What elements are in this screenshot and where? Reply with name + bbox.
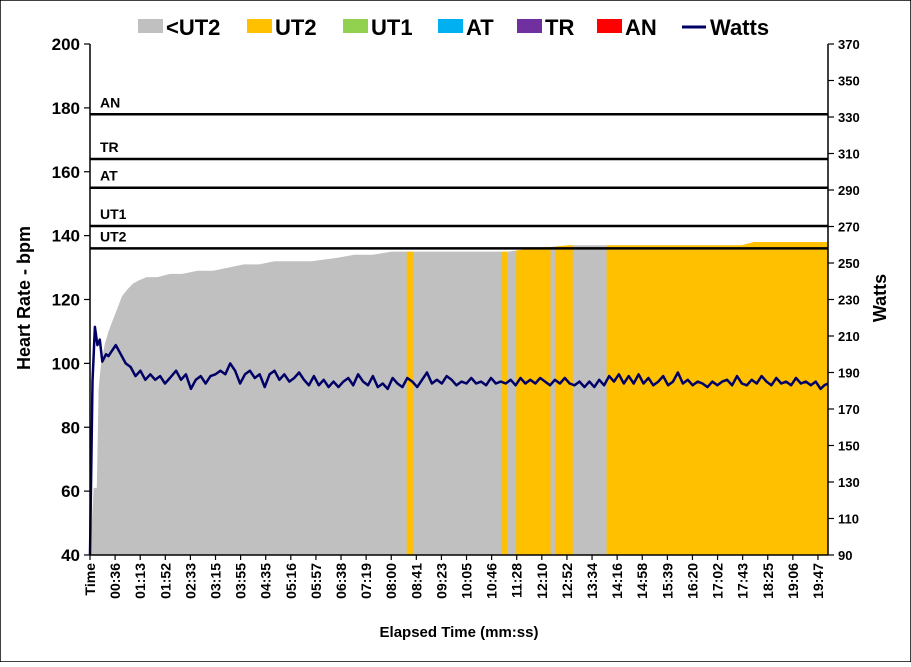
x-tick-label: 08:00 bbox=[383, 563, 399, 599]
x-tick-label: 00:36 bbox=[107, 563, 123, 599]
legend-swatch bbox=[343, 19, 368, 33]
y-tick-label: 160 bbox=[52, 163, 80, 182]
y2-tick-label: 370 bbox=[838, 37, 860, 52]
x-tick-label: 10:05 bbox=[459, 563, 475, 599]
legend-swatch bbox=[138, 19, 163, 33]
zone-band-ut2-3 bbox=[554, 245, 573, 555]
legend-label: AN bbox=[625, 15, 657, 40]
y2-tick-label: 150 bbox=[838, 439, 860, 454]
y-tick-label: 40 bbox=[61, 546, 80, 565]
x-tick-label: 13:34 bbox=[584, 563, 600, 599]
x-tick-label: 02:33 bbox=[182, 563, 198, 599]
legend-item-at: AT bbox=[438, 15, 494, 40]
y2-tick-label: 350 bbox=[838, 74, 860, 89]
legend-item-ut2: <UT2 bbox=[138, 15, 220, 40]
legend-item-an: AN bbox=[597, 15, 657, 40]
y-axis-title-left: Heart Rate - bpm bbox=[14, 226, 34, 370]
x-tick-label: 18:25 bbox=[760, 563, 776, 599]
y-tick-label: 200 bbox=[52, 35, 80, 54]
y2-tick-label: 170 bbox=[838, 402, 860, 417]
legend-label: TR bbox=[545, 15, 574, 40]
legend-item-tr: TR bbox=[517, 15, 574, 40]
x-tick-label: 16:20 bbox=[684, 563, 700, 599]
axes: 40 60 80 100 120 140 160 180 200 90 110 130 150 170 19… bbox=[52, 35, 860, 599]
legend-swatch bbox=[247, 19, 272, 33]
y2-tick-label: 90 bbox=[838, 548, 852, 563]
y-tick-label: 60 bbox=[61, 482, 80, 501]
zone-band-ut2-4 bbox=[606, 242, 828, 555]
x-tick-label: 10:46 bbox=[484, 563, 500, 599]
x-tick-label: 01:52 bbox=[157, 563, 173, 599]
legend-label: UT1 bbox=[371, 15, 413, 40]
legend: <UT2 UT2 UT1 AT TR AN Watts bbox=[138, 15, 769, 40]
y2-tick-label: 210 bbox=[838, 329, 860, 344]
x-tick-label: 03:15 bbox=[208, 563, 224, 599]
x-tick-label: 05:16 bbox=[283, 563, 299, 599]
x-tick-label: 01:13 bbox=[132, 563, 148, 599]
y2-tick-label: 190 bbox=[838, 366, 860, 381]
legend-label: UT2 bbox=[275, 15, 317, 40]
y-tick-label: 140 bbox=[52, 227, 80, 246]
y2-tick-label: 230 bbox=[838, 293, 860, 308]
y2-tick-label: 290 bbox=[838, 183, 860, 198]
zone-label-at: AT bbox=[100, 168, 118, 184]
legend-item-watts: Watts bbox=[682, 15, 769, 40]
x-tick-label: 07:19 bbox=[358, 563, 374, 599]
watts-line bbox=[88, 325, 829, 556]
legend-swatch bbox=[597, 19, 622, 33]
zone-band-ut2-2 bbox=[516, 246, 551, 555]
x-tick-label: 17:02 bbox=[710, 563, 726, 599]
x-tick-label: 11:28 bbox=[509, 563, 525, 598]
x-tick-label: 14:16 bbox=[609, 563, 625, 599]
zone-label-ut2: UT2 bbox=[100, 228, 127, 244]
y-tick-label: 120 bbox=[52, 291, 80, 310]
legend-item-ut2: UT2 bbox=[247, 15, 317, 40]
x-tick-label: 15:39 bbox=[659, 563, 675, 599]
x-tick-label: Time bbox=[82, 563, 98, 596]
y2-tick-label: 270 bbox=[838, 220, 860, 235]
y2-tick-label: 310 bbox=[838, 147, 860, 162]
plot-area: UT2 UT1 AT TR AN bbox=[88, 94, 829, 556]
x-tick-label: 19:06 bbox=[785, 563, 801, 599]
zone-band-ut2-1 bbox=[502, 251, 507, 555]
zone-label-ut1: UT1 bbox=[100, 206, 127, 222]
zone-label-an: AN bbox=[100, 94, 120, 110]
x-tick-label: 14:58 bbox=[634, 563, 650, 599]
legend-label: AT bbox=[466, 15, 494, 40]
x-tick-label: 08:41 bbox=[408, 563, 424, 599]
y-tick-label: 180 bbox=[52, 99, 80, 118]
legend-item-ut1: UT1 bbox=[343, 15, 413, 40]
zone-band-ut2-0 bbox=[406, 251, 413, 555]
x-tick-label: 04:35 bbox=[258, 563, 274, 599]
x-tick-label: 09:23 bbox=[433, 563, 449, 599]
x-tick-label: 12:10 bbox=[534, 563, 550, 599]
y-tick-label: 80 bbox=[61, 418, 80, 437]
y2-tick-label: 250 bbox=[838, 256, 860, 271]
legend-label: Watts bbox=[710, 15, 769, 40]
x-tick-label: 12:52 bbox=[559, 563, 575, 599]
y2-tick-label: 130 bbox=[838, 475, 860, 490]
y2-tick-label: 110 bbox=[838, 512, 859, 527]
x-tick-label: 06:38 bbox=[333, 563, 349, 599]
legend-swatch bbox=[517, 19, 542, 33]
x-tick-label: 17:43 bbox=[735, 563, 751, 599]
zone-label-tr: TR bbox=[100, 139, 119, 155]
x-tick-label: 19:47 bbox=[810, 563, 826, 599]
legend-label: <UT2 bbox=[166, 15, 220, 40]
x-axis-title: Elapsed Time (mm:ss) bbox=[380, 624, 539, 641]
y-axis-title-right: Watts bbox=[870, 274, 890, 322]
x-tick-label: 03:55 bbox=[233, 563, 249, 599]
y2-tick-label: 330 bbox=[838, 110, 860, 125]
legend-swatch bbox=[438, 19, 463, 33]
x-tick-label: 05:57 bbox=[308, 563, 324, 599]
y-tick-label: 100 bbox=[52, 354, 80, 373]
